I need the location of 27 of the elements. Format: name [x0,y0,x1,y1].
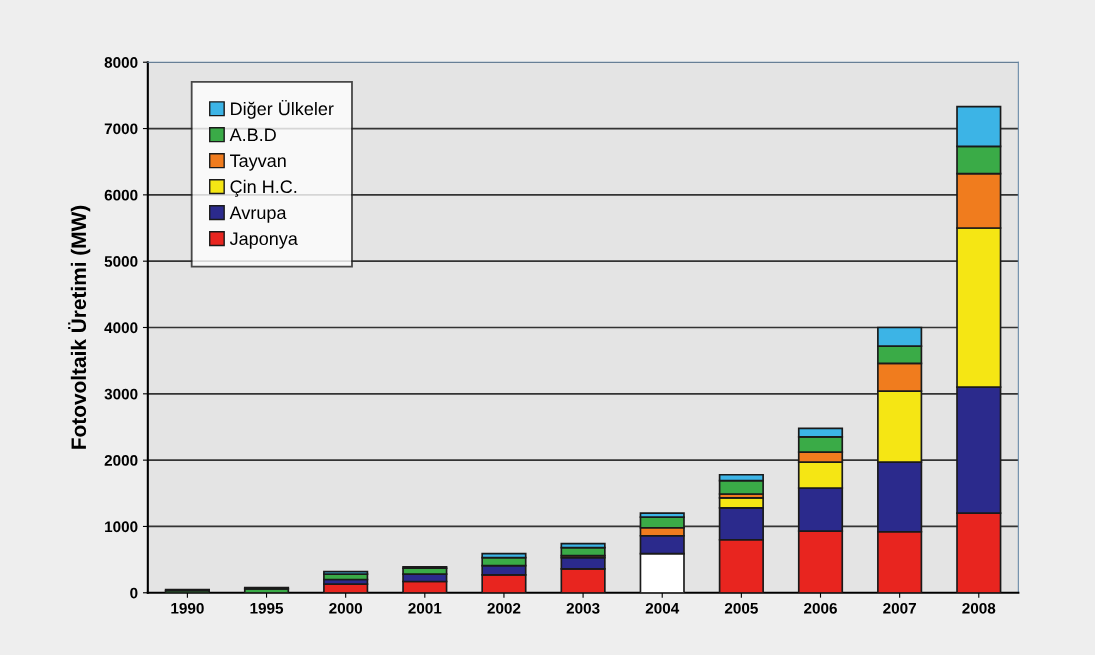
y-tick-label: 4000 [104,322,138,334]
x-tick-label: 1990 [171,602,204,614]
y-tick-label: 7000 [104,123,138,135]
y-tick-label: 3000 [104,388,138,400]
x-tick-label: 2000 [329,602,363,614]
legend-label: Avrupa [229,206,287,223]
x-tick-label: 1995 [250,602,284,614]
y-axis-title: Fotovoltaik Üretimi (MW) [68,205,91,449]
x-tick-label: 2007 [883,602,916,614]
legend-label: Diğer Ülkeler [231,99,334,119]
legend-label: Çin H.C. [230,179,297,197]
y-tick-label: 8000 [104,57,138,68]
y-tick-label: 5000 [104,256,138,267]
legend-label: A.B.D [229,128,276,141]
x-tick-label: 2002 [487,602,521,614]
y-tick-label: 2000 [104,455,138,466]
x-tick-label: 2003 [566,602,600,614]
y-tick-label: 6000 [104,189,138,201]
x-tick-label: 2005 [724,602,758,614]
legend-label: Japonya [229,232,298,249]
y-tick-label: 1000 [105,521,138,533]
x-tick-label: 2006 [804,602,837,614]
x-tick-label: 2004 [645,602,680,614]
legend-label: Tayvan [230,154,286,171]
x-tick-label: 2001 [408,602,442,614]
y-tick-label: 0 [130,587,138,599]
x-tick-label: 2008 [962,602,996,614]
